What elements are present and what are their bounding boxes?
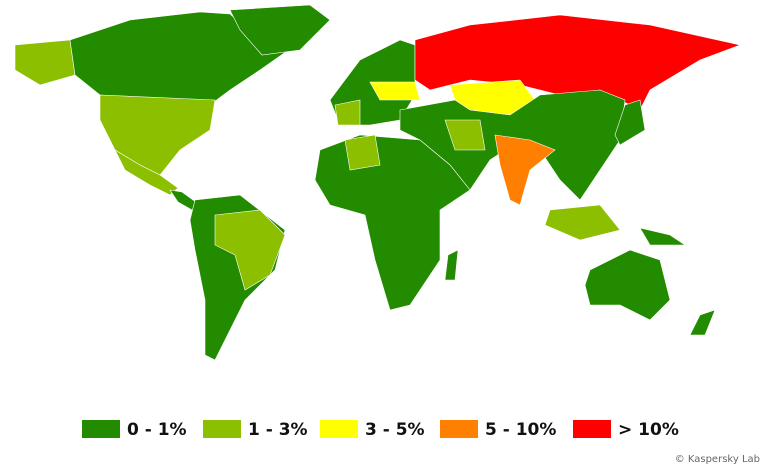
legend: 0 - 1% 1 - 3% 3 - 5% 5 - 10% > 10%	[82, 420, 679, 440]
africa	[314, 134, 471, 311]
iberia	[334, 99, 361, 126]
eastern-europe	[369, 81, 421, 101]
madagascar	[444, 249, 459, 281]
alaska	[14, 39, 76, 86]
legend-swatch	[320, 420, 358, 438]
legend-swatch	[573, 420, 611, 438]
greenland	[229, 4, 331, 56]
australia	[584, 249, 671, 321]
legend-label: 0 - 1%	[127, 420, 187, 440]
iran	[444, 119, 486, 151]
brazil	[214, 209, 286, 291]
legend-label: 1 - 3%	[248, 420, 308, 440]
new-zealand	[689, 309, 716, 336]
legend-swatch	[440, 420, 478, 438]
legend-swatch	[203, 420, 241, 438]
indonesia	[544, 204, 621, 241]
legend-swatch	[82, 420, 120, 438]
legend-label: 5 - 10%	[485, 420, 556, 440]
algeria	[344, 134, 381, 171]
india	[494, 134, 556, 206]
credit: © Kaspersky Lab	[675, 454, 760, 465]
world-map	[14, 4, 742, 361]
legend-label: > 10%	[618, 420, 679, 440]
new-guinea	[639, 227, 686, 246]
usa	[99, 94, 216, 176]
legend-label: 3 - 5%	[365, 420, 425, 440]
japan	[614, 99, 646, 146]
